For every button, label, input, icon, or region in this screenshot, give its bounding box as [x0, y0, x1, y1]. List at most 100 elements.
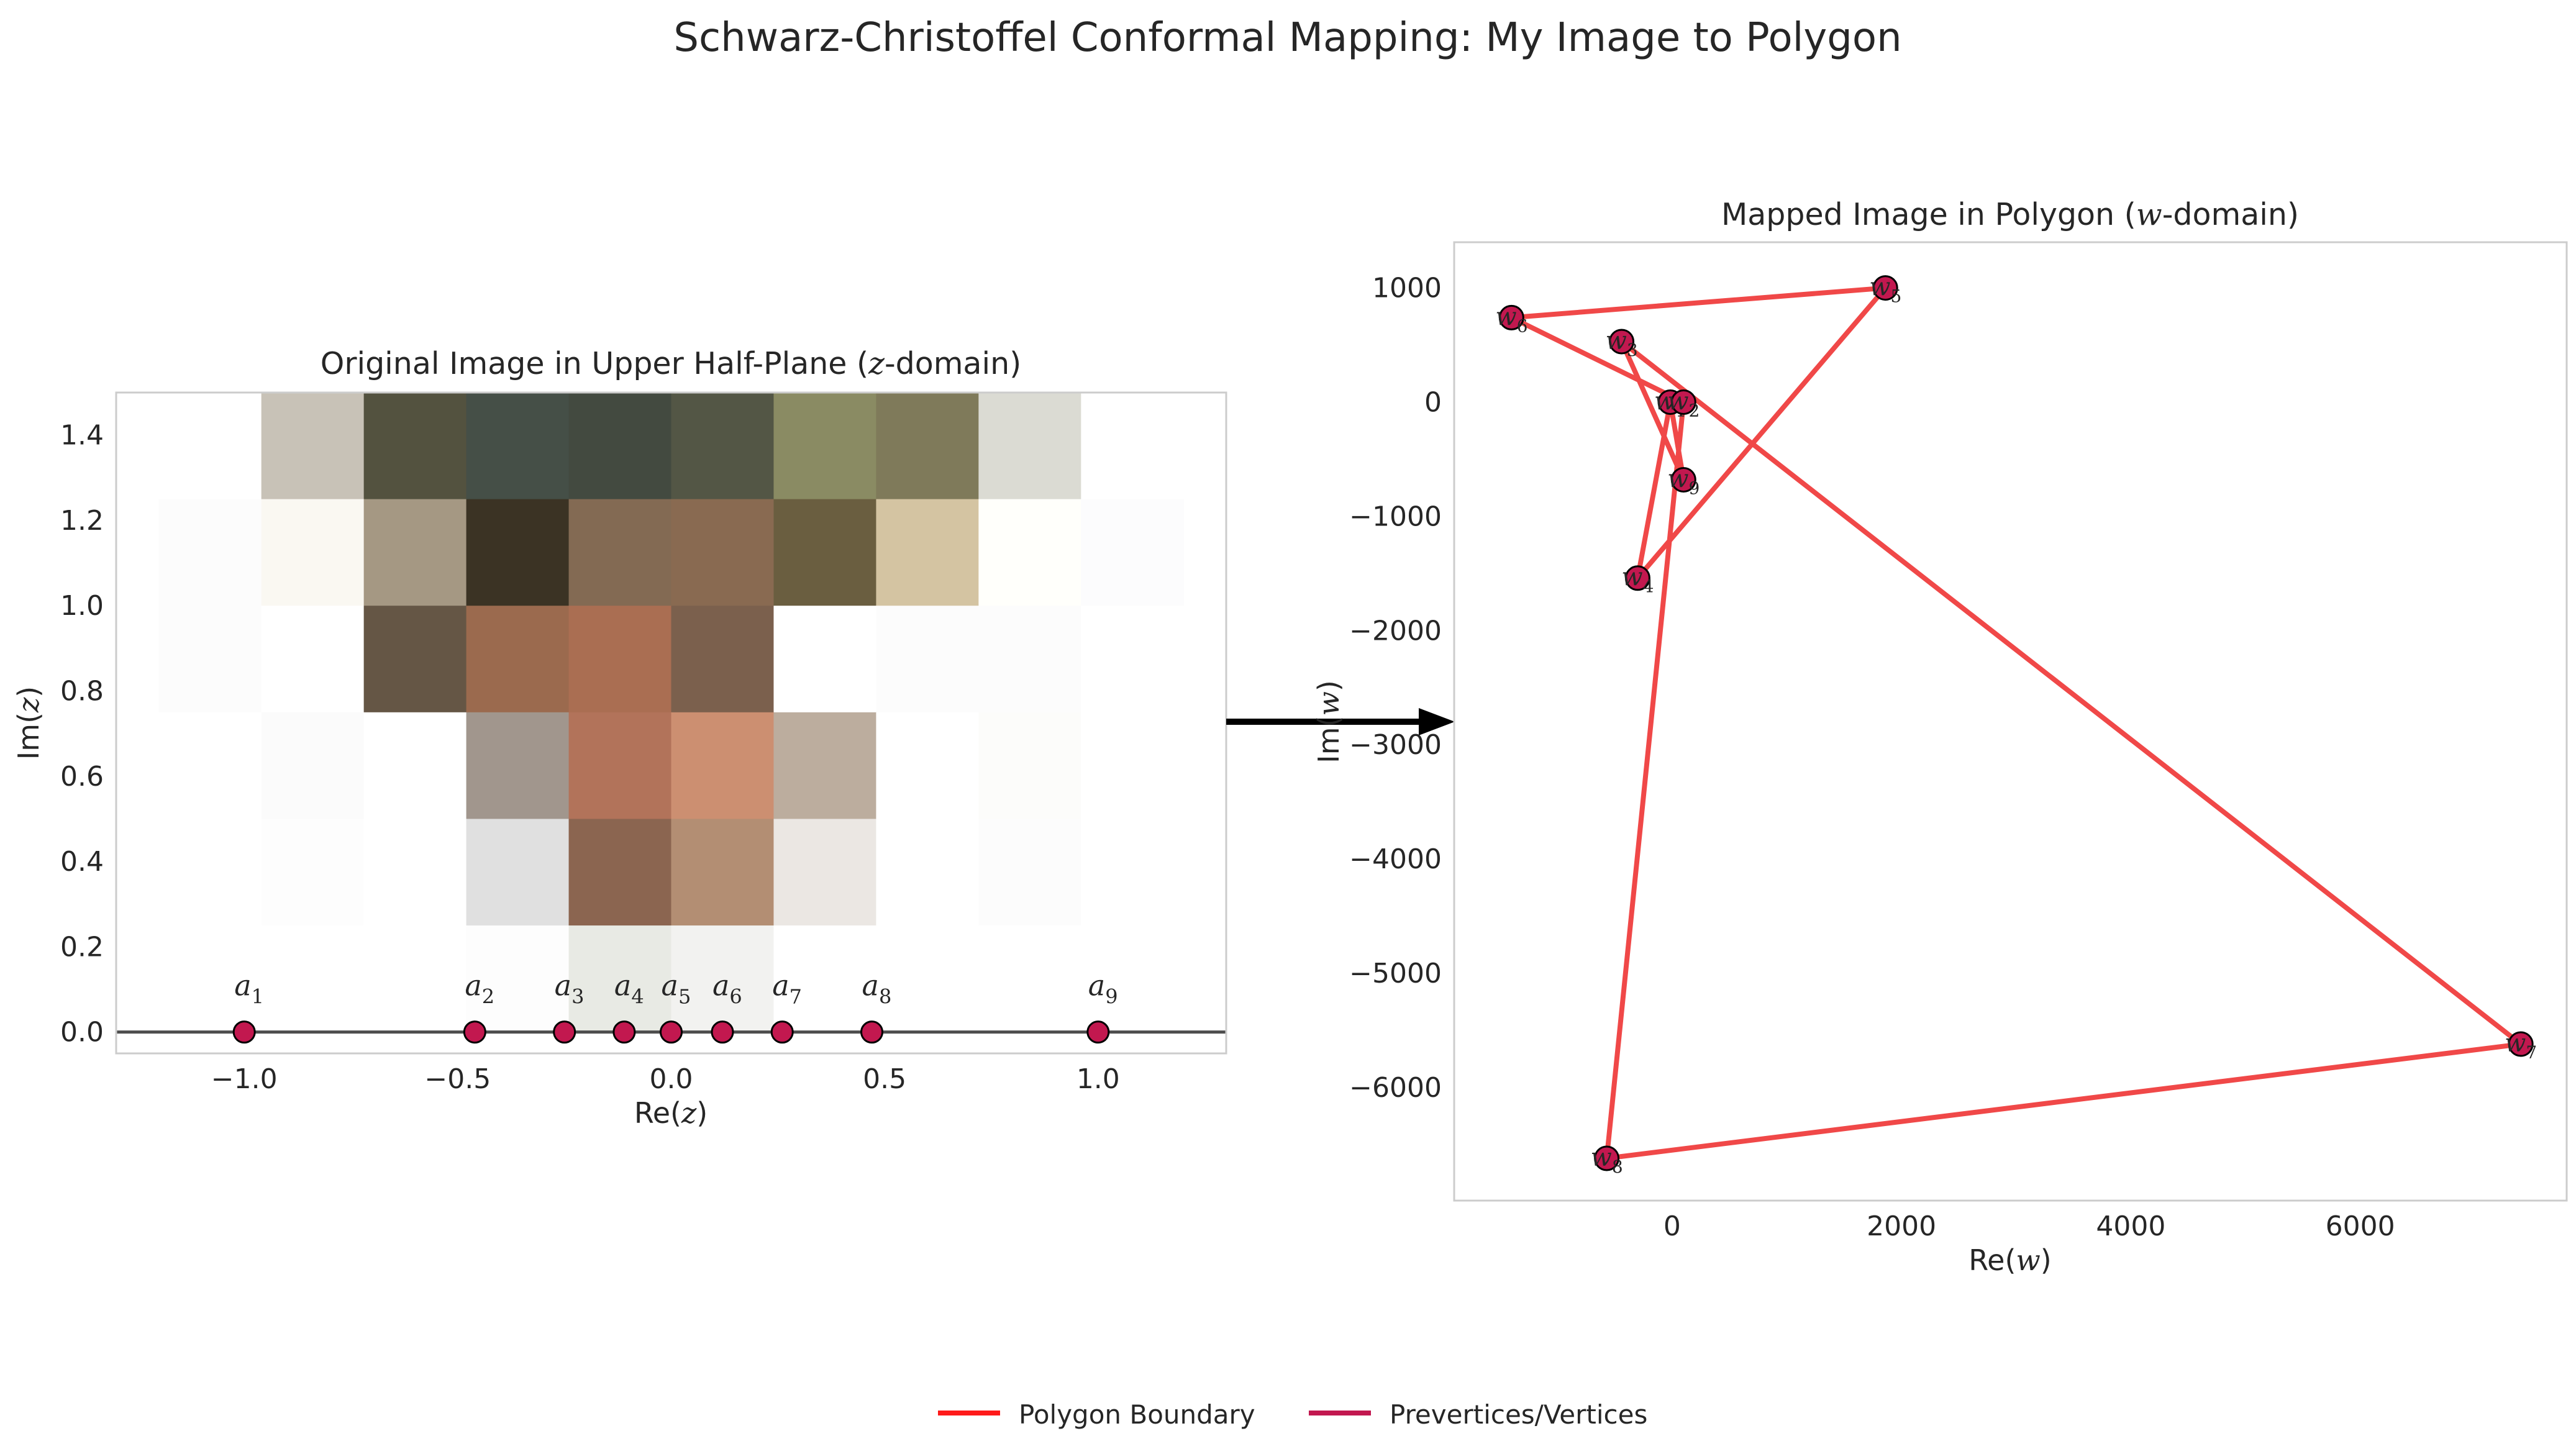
prevertex-label: a4: [614, 969, 644, 1009]
right-axes-frame: [1453, 241, 2568, 1202]
image-pixel: [466, 499, 570, 606]
figure-title: Schwarz-Christoffel Conformal Mapping: M…: [673, 15, 1901, 61]
image-pixel: [158, 819, 262, 926]
prevertex-point: [232, 1020, 256, 1044]
image-pixel: [1081, 819, 1184, 926]
legend-label-vertices: Prevertices/Vertices: [1390, 1399, 1647, 1430]
vertex-label: w7: [2505, 1029, 2537, 1063]
image-pixel: [568, 393, 672, 500]
image-pixel: [568, 499, 672, 606]
vertex-label: w4: [1621, 563, 1654, 597]
image-pixel: [466, 819, 570, 926]
image-pixel: [1081, 925, 1184, 1033]
left-x-axis-label: Re(z): [634, 1096, 708, 1130]
polygon-vertex: [1670, 389, 1696, 415]
polygon-vertex: [1594, 1145, 1620, 1171]
image-pixel: [773, 393, 877, 500]
image-pixel: [363, 925, 467, 1033]
x-tick-label: 0.0: [650, 1063, 693, 1095]
prevertex-label: a8: [862, 969, 892, 1009]
prevertex-point: [711, 1020, 734, 1044]
right-y-axis-label: Im(w): [1312, 680, 1345, 763]
image-pixel: [158, 606, 262, 713]
polygon-vertex: [1609, 329, 1635, 355]
image-pixel: [261, 925, 365, 1033]
vertex-label: w3: [1606, 327, 1638, 360]
right-tick-labels: 0 2000 4000 6000 1000 0 −1000 −2000 −3000 −4000 −5…: [1349, 273, 2395, 1242]
left-panel-title: Original Image in Upper Half-Plane (z-do…: [321, 346, 1022, 381]
image-pixel: [876, 606, 979, 713]
polygon-vertex: [1624, 565, 1650, 591]
vertex-label: w5: [1869, 273, 1901, 307]
image-pixel: [978, 499, 1081, 606]
image-pixel: [363, 819, 467, 926]
image-pixel: [261, 606, 365, 713]
image-pixel: [1081, 712, 1184, 820]
image-pixel: [876, 499, 979, 606]
image-pixel: [876, 925, 979, 1033]
y-tick-label: 0.4: [60, 846, 104, 878]
image-grid: [158, 393, 1184, 1033]
image-pixel: [671, 393, 775, 500]
image-pixel: [568, 925, 672, 1033]
y-tick-label: −4000: [1349, 843, 1442, 875]
y-tick-label: 0.0: [60, 1017, 104, 1048]
prevertex-point: [770, 1020, 794, 1044]
prevertex-point: [553, 1020, 576, 1044]
image-pixel: [671, 712, 775, 820]
polygon-vertex: [2508, 1031, 2534, 1057]
prevertex-label: a9: [1088, 969, 1118, 1009]
image-pixel: [978, 712, 1081, 820]
y-tick-label: 0.6: [60, 761, 104, 793]
x-tick-label: −0.5: [424, 1063, 491, 1095]
image-pixel: [261, 499, 365, 606]
prevertex-point: [1086, 1020, 1110, 1044]
y-tick-label: 1.2: [60, 505, 104, 537]
x-tick-label: 4000: [2096, 1211, 2165, 1242]
y-tick-label: 1000: [1372, 273, 1442, 304]
image-pixel: [978, 393, 1081, 500]
vertex-label: w6: [1495, 302, 1527, 336]
image-pixel: [1081, 499, 1184, 606]
x-tick-label: 0: [1663, 1211, 1681, 1242]
image-pixel: [671, 819, 775, 926]
polygon-boundary-line: [1510, 285, 2524, 1161]
image-pixel: [773, 712, 877, 820]
prevertex-label: a2: [465, 969, 494, 1009]
image-pixel: [773, 925, 877, 1033]
image-pixel: [876, 712, 979, 820]
image-pixel: [363, 393, 467, 500]
legend-label-boundary: Polygon Boundary: [1019, 1399, 1255, 1430]
image-pixel: [671, 499, 775, 606]
image-pixel: [773, 499, 877, 606]
left-tick-labels: −1.0 −0.5 0.0 0.5 1.0 0.0 0.2 0.4 0.6 0.8 1.0 1.2 1.…: [60, 420, 1120, 1095]
polygon-vertex: [1498, 304, 1524, 330]
image-pixel: [466, 606, 570, 713]
y-tick-label: 0: [1424, 386, 1442, 418]
y-tick-label: 1.0: [60, 590, 104, 622]
y-tick-label: −2000: [1349, 615, 1442, 647]
image-pixel: [261, 819, 365, 926]
prevertex-point: [660, 1020, 683, 1044]
image-pixel: [363, 606, 467, 713]
right-panel-title: Mapped Image in Polygon (w-domain): [1721, 197, 2299, 232]
image-pixel: [158, 393, 262, 500]
image-pixel: [466, 925, 570, 1033]
y-tick-label: −6000: [1349, 1072, 1442, 1104]
prevertex-label: a1: [234, 969, 264, 1009]
image-pixel: [1081, 393, 1184, 500]
prevertex-label: a7: [772, 969, 802, 1009]
image-pixel: [363, 499, 467, 606]
right-x-axis-label: Re(w): [1968, 1243, 2051, 1277]
image-pixel: [671, 606, 775, 713]
z-domain-panel: a1 a2 a3 a4 a5 a6 a7 a8 a9 −1.0 −0.5 0.0 0.5 1.0 0.0 0…: [12, 346, 1227, 1130]
y-tick-label: 0.2: [60, 931, 104, 963]
polygon-marks: w1w2w3w4w5w6w7w8w9: [1495, 273, 2537, 1177]
polygon-vertex: [1872, 275, 1898, 301]
x-tick-label: −1.0: [211, 1063, 278, 1095]
image-pixel: [261, 712, 365, 820]
image-pixel: [466, 712, 570, 820]
prevertex-marks: a1 a2 a3 a4 a5 a6 a7 a8 a9: [116, 969, 1226, 1044]
polygon-vertex: [1670, 467, 1696, 493]
